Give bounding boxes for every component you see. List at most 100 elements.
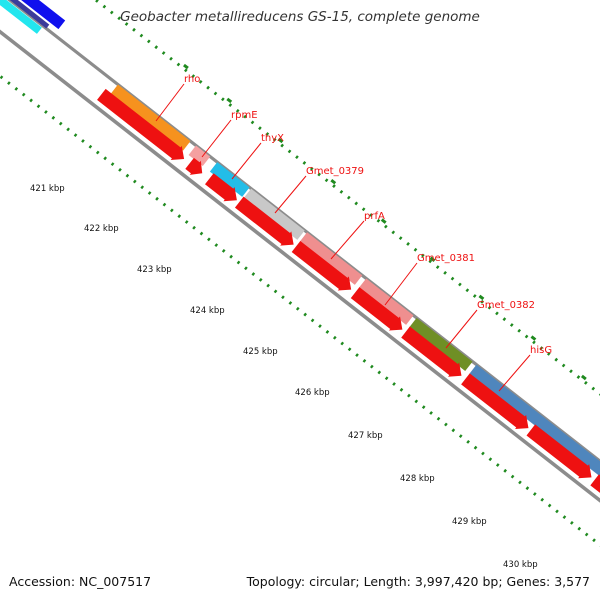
inner-tick-dot (362, 358, 367, 363)
gene-leader-line (445, 309, 478, 349)
outer-major-tick (330, 178, 337, 185)
gene-block-rpme[interactable] (188, 145, 211, 167)
outer-tick-dot (569, 369, 573, 374)
kbp-label: 429 kbp (452, 517, 487, 527)
outer-tick-dot (221, 97, 225, 102)
cds-arrow[interactable] (291, 240, 352, 291)
gene-block-thyx[interactable] (209, 162, 250, 197)
outer-tick-dot (576, 375, 581, 379)
gene-label-thyx: thyX (261, 133, 284, 144)
inner-tick-dot (451, 428, 456, 433)
gene-block-gmet_0379[interactable] (243, 188, 305, 240)
outer-tick-dot (413, 247, 418, 252)
inner-tick-dot (118, 167, 122, 172)
outer-major-tick (478, 294, 485, 301)
inner-tick-dot (88, 144, 93, 149)
inner-tick-dot (540, 497, 545, 502)
inner-tick-dot (592, 538, 596, 543)
inner-tick-dot (510, 474, 515, 479)
outer-major-tick (530, 335, 537, 341)
accession-label: Accession: NC_007517 (9, 574, 152, 589)
inner-tick-dot (95, 150, 100, 155)
edge-feature-block (0, 0, 42, 34)
cds-arrow[interactable] (97, 88, 185, 160)
outer-tick-dot (109, 10, 114, 15)
inner-tick-dot (29, 98, 33, 103)
inner-tick-dot (81, 139, 85, 143)
outer-tick-dot (509, 323, 514, 327)
inner-tick-dot (73, 133, 78, 138)
inner-tick-dot (273, 289, 278, 294)
inner-tick-dot (399, 387, 404, 392)
kbp-label: 427 kbp (348, 431, 383, 441)
cds-arrow[interactable] (401, 326, 462, 377)
inner-tick-dot (355, 353, 359, 357)
outer-tick-dot (354, 201, 359, 206)
outer-tick-dot (450, 276, 455, 281)
inner-tick-dot (207, 237, 211, 242)
outer-tick-dot (243, 114, 247, 119)
inner-tick-dot (192, 225, 196, 230)
inner-tick-dot (288, 301, 293, 305)
inner-tick-dot (58, 121, 63, 126)
inner-tick-dot (125, 173, 130, 178)
inner-tick-dot (377, 370, 382, 375)
outer-tick-dot (465, 288, 470, 293)
inner-tick-dot (51, 115, 56, 120)
outer-tick-dot (421, 253, 425, 258)
outer-tick-dot (584, 380, 588, 385)
inner-tick-dot (347, 347, 352, 352)
cds-arrow[interactable] (590, 474, 600, 564)
inner-tick-dot (258, 277, 263, 282)
cds-arrow[interactable] (205, 173, 237, 202)
outer-tick-dot (287, 149, 292, 154)
outer-major-tick (277, 137, 284, 144)
gene-block-gmet_0382[interactable] (409, 317, 473, 372)
inner-tick-dot (244, 266, 248, 271)
inner-tick-dot (370, 364, 374, 369)
outer-tick-dot (539, 346, 544, 351)
outer-tick-dot (428, 259, 433, 264)
inner-tick-dot (21, 92, 26, 97)
inner-tick-dot (310, 318, 315, 323)
inner-tick-dot (229, 254, 233, 259)
gene-leader-line (231, 142, 262, 180)
gene-block-rho[interactable] (110, 84, 191, 151)
cds-arrow[interactable] (185, 157, 203, 175)
inner-tick-dot (281, 295, 285, 300)
outer-tick-dot (117, 16, 122, 21)
outer-tick-dot (161, 51, 166, 55)
outer-major-tick (183, 63, 189, 70)
inner-tick-dot (236, 260, 241, 265)
inner-tick-dot (518, 480, 522, 485)
outer-major-tick (380, 218, 387, 224)
outer-tick-dot (339, 189, 344, 194)
outer-tick-dot (332, 184, 336, 188)
inner-tick-dot (14, 86, 19, 91)
outer-tick-dot (458, 282, 462, 287)
kbp-label: 426 kbp (295, 388, 330, 398)
outer-tick-dot (154, 45, 159, 50)
inner-tick-dot (155, 196, 159, 201)
outer-tick-dot (443, 270, 447, 275)
cds-arrow[interactable] (234, 196, 294, 246)
outer-tick-dot (176, 62, 181, 67)
cds-arrow[interactable] (350, 287, 403, 331)
gene-leader-line (384, 262, 418, 306)
outer-major-tick (580, 374, 587, 381)
gene-leader-line (274, 175, 307, 214)
inner-tick-dot (36, 104, 41, 109)
gene-leader-line (155, 83, 185, 122)
outer-tick-dot (376, 218, 381, 223)
gene-label-gmet_0382: Gmet_0382 (477, 300, 535, 311)
inner-tick-dot (184, 220, 189, 224)
outer-tick-dot (272, 137, 277, 142)
kbp-label: 425 kbp (243, 347, 278, 357)
gene-block-gmet_0381[interactable] (358, 278, 414, 325)
inner-tick-dot (429, 411, 433, 415)
cds-arrow[interactable] (526, 424, 592, 479)
gene-block-hisg[interactable] (469, 364, 600, 485)
cds-arrow[interactable] (461, 373, 529, 430)
inner-tick-dot (466, 439, 470, 444)
